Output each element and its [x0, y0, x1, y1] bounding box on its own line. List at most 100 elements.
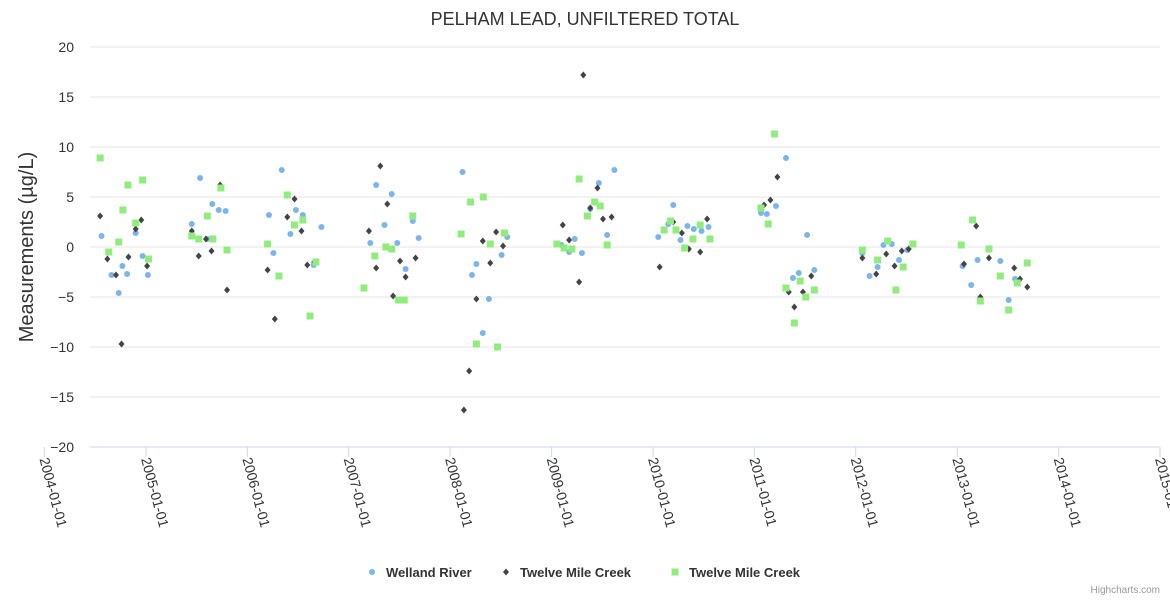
- data-point: [195, 252, 202, 260]
- data-point: [689, 235, 697, 243]
- data-point: [587, 204, 594, 212]
- data-point: [202, 235, 209, 243]
- data-point: [292, 207, 299, 213]
- data-point: [866, 273, 873, 279]
- data-point: [124, 271, 131, 277]
- data-point: [859, 254, 866, 262]
- data-point: [197, 175, 204, 181]
- data-point: [560, 244, 568, 252]
- data-point: [468, 272, 475, 278]
- x-tick-label: 2005-01-01: [138, 456, 172, 530]
- data-point: [985, 254, 992, 262]
- data-point: [706, 235, 714, 243]
- data-point: [500, 229, 508, 237]
- data-point: [791, 303, 798, 311]
- data-point: [705, 224, 712, 230]
- legend-item[interactable]: Welland River: [369, 565, 472, 580]
- data-point: [976, 297, 984, 305]
- x-tick-label: 2008-01-01: [442, 456, 476, 530]
- data-point: [108, 272, 115, 278]
- data-point: [774, 173, 781, 181]
- data-point: [1005, 306, 1013, 314]
- data-point: [985, 245, 993, 253]
- data-point: [298, 227, 305, 235]
- data-point: [119, 263, 126, 269]
- data-point: [132, 225, 139, 233]
- data-point: [810, 286, 818, 294]
- data-point: [486, 240, 494, 248]
- data-point: [493, 228, 500, 236]
- data-point: [203, 212, 211, 220]
- data-point: [655, 234, 662, 240]
- x-tick-label: 2011-01-01: [746, 456, 780, 529]
- data-point: [595, 180, 602, 186]
- data-point: [400, 296, 408, 304]
- y-axis: −20 −15 −10 −5 0 5 10 15 20: [50, 39, 74, 455]
- data-point: [360, 284, 368, 292]
- legend-label: Twelve Mile Creek: [689, 565, 801, 580]
- data-point: [553, 240, 561, 248]
- data-point: [306, 312, 314, 320]
- x-tick-label: 2012-01-01: [848, 456, 882, 530]
- data-point: [132, 219, 140, 227]
- data-point: [139, 176, 147, 184]
- data-point: [1011, 264, 1018, 272]
- data-point: [811, 267, 818, 273]
- y-tick-label: 0: [66, 239, 74, 255]
- legend-label: Twelve Mile Creek: [520, 565, 632, 580]
- data-point: [968, 282, 975, 288]
- credits-link[interactable]: Highcharts.com: [1090, 585, 1160, 596]
- data-point: [704, 215, 711, 223]
- data-point: [223, 246, 231, 254]
- legend-item[interactable]: Twelve Mile Creek: [503, 565, 632, 580]
- data-point: [974, 257, 981, 263]
- data-point: [500, 242, 507, 250]
- data-point: [596, 202, 604, 210]
- y-tick-label: −15: [50, 389, 74, 405]
- data-point: [119, 206, 127, 214]
- data-point: [763, 211, 770, 217]
- data-point: [789, 275, 796, 281]
- data-point: [677, 237, 684, 243]
- data-point: [208, 247, 215, 255]
- data-point: [96, 154, 104, 162]
- data-point: [479, 193, 487, 201]
- y-axis-title: Measurements (µg/L): [16, 152, 38, 342]
- data-point: [1023, 259, 1031, 267]
- x-tick-label: 2015-01-01: [1152, 456, 1170, 530]
- data-point: [209, 201, 216, 207]
- data-point: [804, 232, 811, 238]
- data-point: [138, 216, 145, 224]
- y-tick-label: 20: [58, 39, 74, 55]
- chart-title: PELHAM LEAD, UNFILTERED TOTAL: [431, 9, 740, 29]
- data-point: [367, 240, 374, 246]
- data-point: [660, 226, 668, 234]
- data-point: [696, 221, 704, 229]
- data-point: [112, 271, 119, 279]
- data-point: [479, 237, 486, 245]
- data-point: [188, 232, 196, 240]
- data-point: [144, 255, 152, 263]
- y-tick-label: 5: [66, 189, 74, 205]
- data-point: [604, 232, 611, 238]
- data-point: [209, 235, 217, 243]
- data-point: [764, 220, 772, 228]
- legend-symbol: [369, 569, 375, 575]
- data-point: [767, 196, 774, 204]
- data-point: [388, 191, 395, 197]
- data-point: [299, 216, 307, 224]
- data-point: [264, 240, 272, 248]
- data-point: [397, 257, 404, 265]
- data-point: [698, 228, 705, 234]
- data-point: [390, 292, 397, 300]
- data-point: [678, 229, 685, 237]
- data-point: [479, 330, 486, 336]
- data-point: [459, 169, 466, 175]
- legend-item[interactable]: Twelve Mile Creek: [671, 565, 801, 580]
- data-point: [969, 216, 977, 224]
- data-point: [473, 261, 480, 267]
- legend: Welland River Twelve Mile Creek Twelve Mil…: [369, 565, 801, 580]
- data-point: [611, 167, 618, 173]
- data-point: [215, 207, 222, 213]
